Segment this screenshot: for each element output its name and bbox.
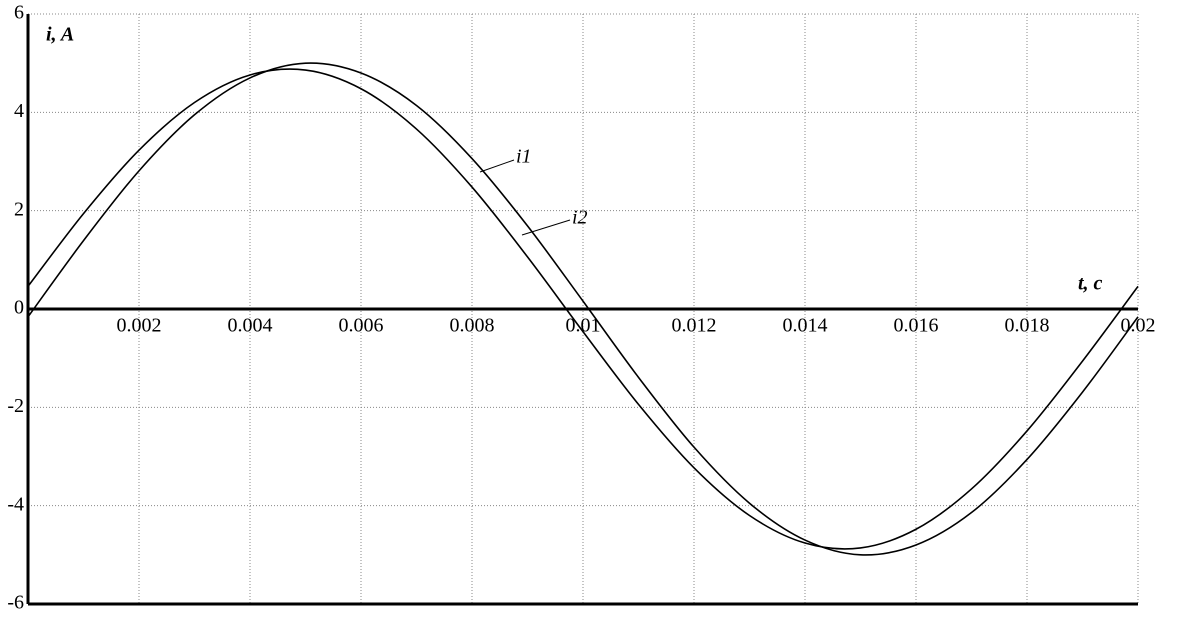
- leader-line: [521, 219, 571, 236]
- y-axis-label: i, A: [46, 24, 74, 46]
- y-tick-label: -4: [7, 493, 24, 515]
- y-tick-label: 2: [14, 198, 24, 220]
- x-tick-label: 0.02: [1121, 315, 1156, 337]
- x-tick-label: 0.006: [339, 315, 384, 337]
- y-tick-label: -2: [7, 395, 24, 417]
- x-tick-label: 0.016: [894, 315, 939, 337]
- y-tick-label: 6: [14, 2, 24, 24]
- y-tick-label: 4: [14, 100, 24, 122]
- x-axis-label: t, c: [1078, 273, 1103, 295]
- curve-label: i2: [572, 207, 588, 229]
- x-tick-label: 0.012: [672, 315, 717, 337]
- line-series: [27, 68, 1139, 550]
- x-tick-label: 0.002: [117, 315, 162, 337]
- curve-label: i1: [516, 146, 532, 168]
- y-tick-label: -6: [7, 592, 24, 614]
- x-tick-label: 0.008: [450, 315, 495, 337]
- y-tick-label: 0: [14, 297, 24, 319]
- x-tick-label: 0.018: [1005, 315, 1050, 337]
- line-series: [27, 62, 1139, 556]
- leader-line: [479, 159, 515, 173]
- x-tick-label: 0.014: [783, 315, 828, 337]
- x-tick-label: 0.004: [228, 315, 273, 337]
